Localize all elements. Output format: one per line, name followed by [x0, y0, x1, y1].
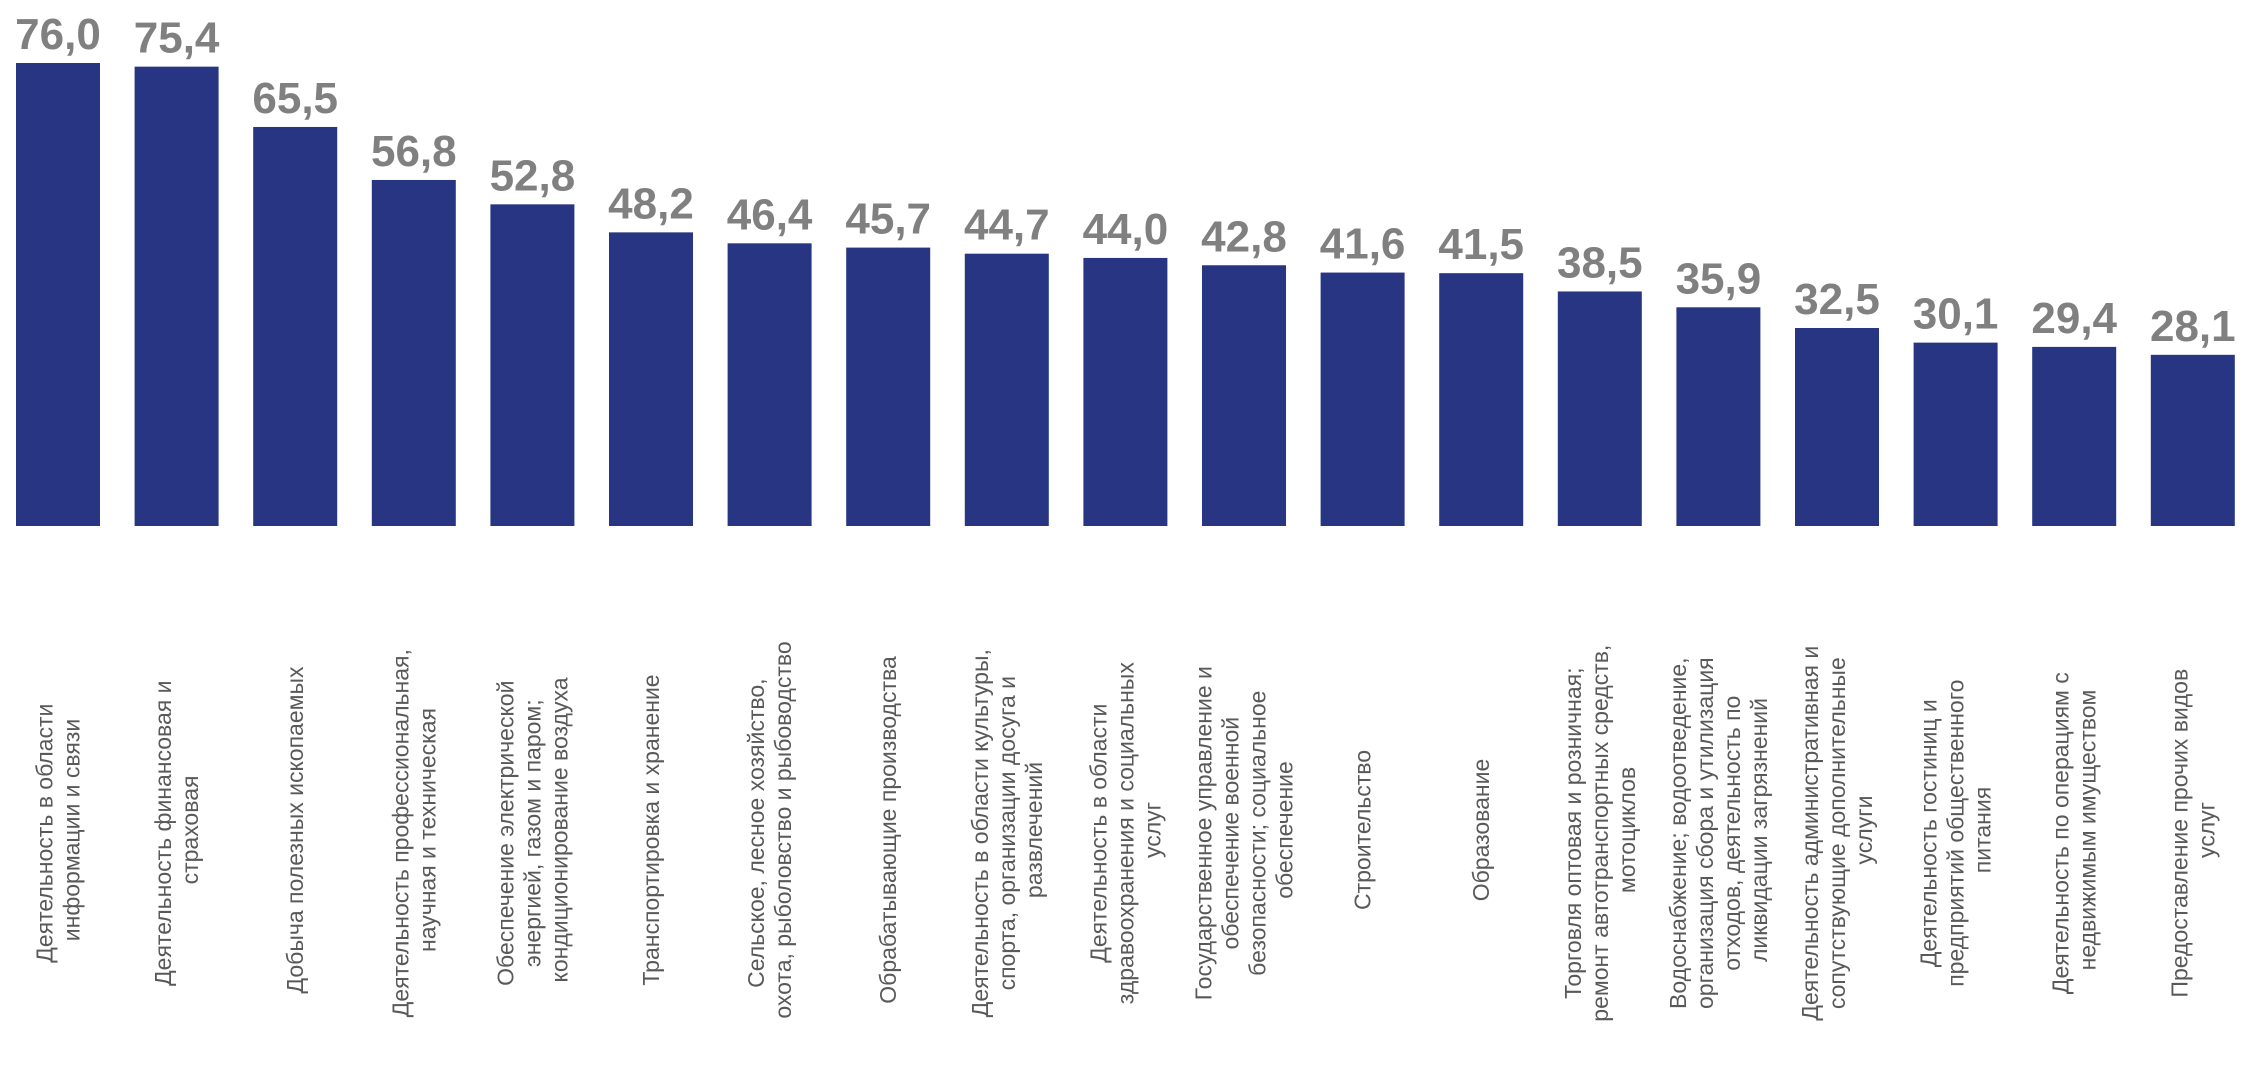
bar: [16, 63, 100, 526]
bar: [1202, 265, 1286, 526]
category-label: Деятельность в области здравоохранения и…: [1085, 656, 1165, 1004]
value-label: 44,0: [1083, 205, 1169, 254]
value-label: 28,1: [2150, 302, 2236, 351]
value-label: 44,7: [964, 201, 1050, 250]
value-label: 48,2: [608, 179, 694, 228]
bar: [964, 253, 1049, 526]
value-label: 35,9: [1676, 254, 1762, 303]
category-label: Деятельность финансовая и страховая: [150, 674, 203, 986]
bar: [846, 247, 931, 526]
category-label: Обрабатывающие производства: [875, 656, 901, 1004]
value-label: 46,4: [727, 190, 813, 239]
value-label: 42,8: [1201, 212, 1287, 261]
category-label: Торговля оптовая и розничная; ремонт авт…: [1560, 638, 1640, 1021]
category-label: Сельское, лесное хозяйство, охота, рыбол…: [743, 641, 796, 1018]
category-label: Строительство: [1350, 750, 1376, 910]
value-label: 38,5: [1557, 238, 1643, 287]
category-label: Деятельность в области культуры, спорта,…: [967, 643, 1047, 1018]
bar: [1795, 328, 1879, 526]
value-label: 45,7: [845, 195, 931, 244]
bar: [253, 126, 338, 526]
category-label: Государственное управление и обеспечение…: [1191, 660, 1298, 1001]
bar: [1913, 342, 1998, 526]
value-label: 52,8: [490, 151, 576, 200]
category-label: Образование: [1468, 759, 1494, 902]
category-label: Обеспечение электрической энергией, газо…: [492, 674, 572, 986]
value-label: 65,5: [252, 74, 338, 123]
category-label: Деятельность в области информации и связ…: [32, 697, 85, 962]
bar: [609, 232, 693, 526]
category-label: Водоснабжение; водоотведение, организаци…: [1665, 651, 1772, 1009]
category-label: Деятельность гостиниц и предприятий обще…: [1916, 673, 1996, 987]
bar: [1557, 291, 1642, 526]
bar: [727, 243, 812, 527]
bar: [2032, 346, 2117, 526]
value-label: 76,0: [15, 10, 101, 59]
value-label: 30,1: [1913, 290, 1999, 339]
category-label: Деятельность профессиональная, научная и…: [387, 643, 440, 1017]
bar: [371, 179, 456, 526]
value-label: 41,5: [1438, 220, 1524, 269]
bar: [1083, 257, 1168, 526]
category-label: Добыча полезных ископаемых: [282, 666, 308, 993]
category-label: Деятельность по операциям с недвижимым и…: [2048, 666, 2101, 994]
bar: [1320, 272, 1405, 526]
category-label: Транспортировка и хранение: [638, 674, 664, 985]
category-label: Деятельность административная и сопутств…: [1797, 639, 1877, 1020]
bar: [134, 66, 219, 526]
bar: [1439, 273, 1524, 526]
value-label: 29,4: [2031, 294, 2117, 343]
value-label: 75,4: [134, 14, 220, 63]
bar: [490, 204, 575, 526]
bar: [1676, 307, 1761, 526]
value-label: 41,6: [1320, 220, 1406, 269]
value-label: 32,5: [1794, 275, 1880, 324]
bar: [2150, 354, 2235, 526]
value-label: 56,8: [371, 127, 457, 176]
category-label: Предоставление прочих видов услуг: [2166, 662, 2219, 997]
